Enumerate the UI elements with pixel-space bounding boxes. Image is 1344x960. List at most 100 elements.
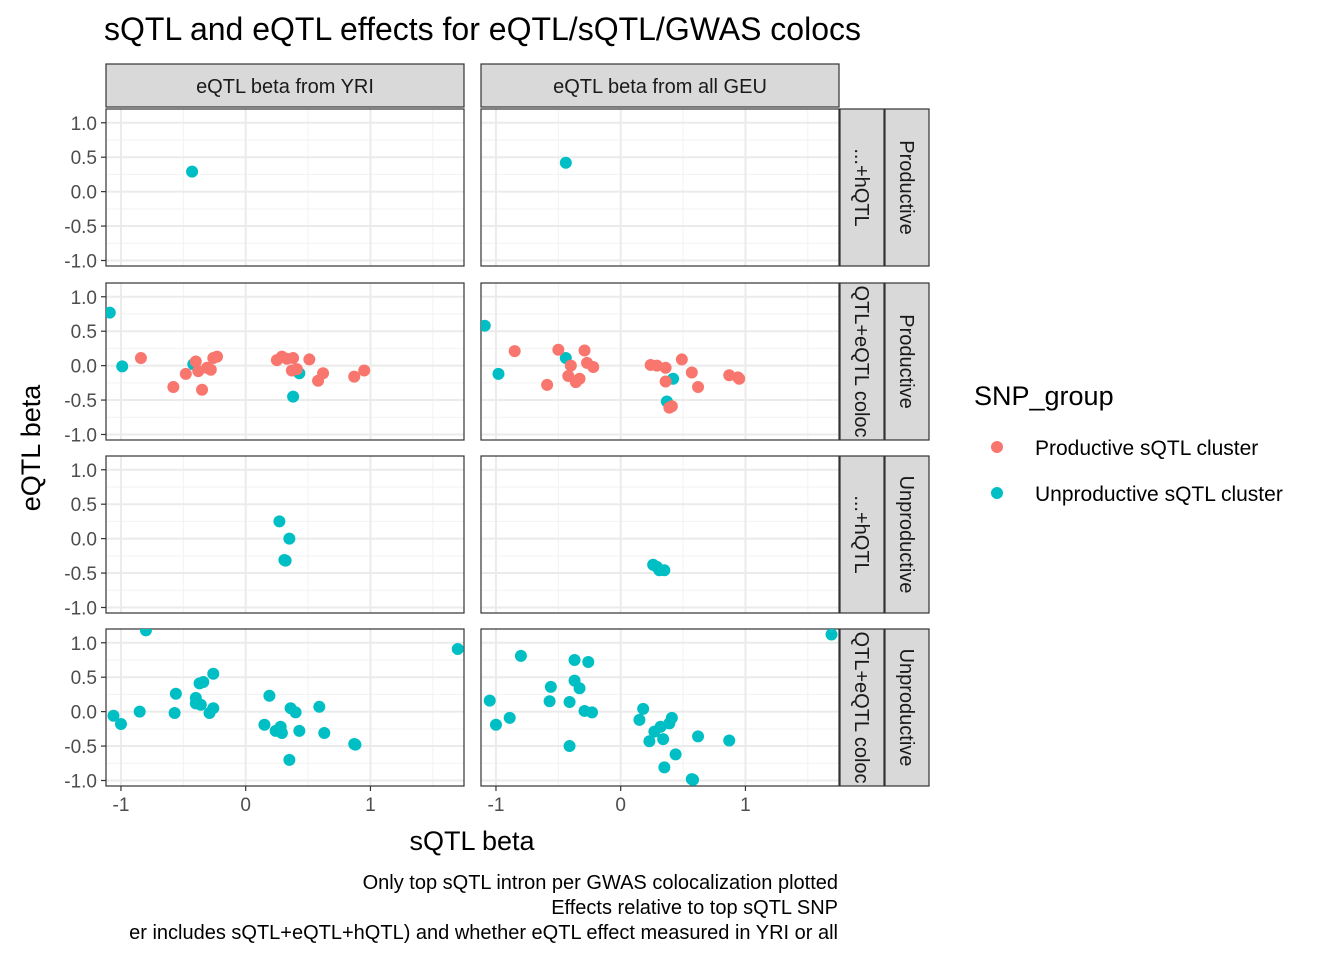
- data-point: [279, 554, 292, 567]
- data-point: [169, 687, 182, 700]
- data-point: [189, 355, 202, 368]
- data-point: [358, 364, 371, 377]
- data-point: [657, 733, 670, 746]
- data-point: [114, 718, 127, 731]
- y-tick-label: -0.5: [64, 737, 97, 758]
- data-point: [293, 724, 306, 737]
- y-tick-label: 1.0: [71, 634, 97, 655]
- data-point: [687, 773, 700, 786]
- facet-strip-label: ...+hQTL: [850, 148, 872, 226]
- facet-panel: [480, 455, 840, 614]
- y-tick-label: 0.5: [71, 495, 97, 516]
- y-tick-label: 1.0: [71, 114, 97, 135]
- facet-strip: [839, 628, 885, 787]
- caption: Only top sQTL intron per GWAS colocaliza…: [129, 872, 838, 944]
- y-tick-label: -1.0: [64, 598, 97, 619]
- y-tick-label: 1.0: [71, 288, 97, 309]
- data-point: [317, 367, 330, 380]
- point-group: [186, 165, 199, 178]
- point-group: [106, 306, 371, 403]
- facet-panels: 1.0 0.5 0.0 -0.5 -1.0 1.0 0.5 0.0 -0.5 -1.0 1.0 0.5…: [64, 63, 930, 816]
- data-point: [133, 705, 146, 718]
- y-tick-label: -0.5: [64, 391, 97, 412]
- data-point: [179, 367, 192, 380]
- y-axis-title: eQTL beta: [16, 384, 46, 512]
- y-tick-label: -1.0: [64, 425, 97, 446]
- data-point: [283, 532, 296, 545]
- data-point: [207, 702, 220, 715]
- facet-strip-label: Productive: [895, 314, 917, 409]
- data-point: [273, 515, 286, 528]
- data-point: [116, 360, 129, 373]
- panel-border: [480, 108, 840, 267]
- y-tick-label: 0.0: [71, 703, 97, 724]
- data-point: [733, 372, 746, 385]
- data-point: [287, 390, 300, 403]
- data-point: [303, 353, 316, 366]
- data-point: [514, 649, 527, 662]
- point-group: [647, 558, 671, 577]
- data-point: [106, 306, 116, 319]
- data-point: [289, 706, 302, 719]
- facet-panel: [105, 455, 465, 614]
- facet-strip: [884, 282, 930, 441]
- data-point: [578, 344, 591, 357]
- data-point: [107, 709, 120, 722]
- data-point: [483, 694, 496, 707]
- facet-strip-label: Unproductive: [895, 476, 917, 594]
- y-tick-label: -1.0: [64, 771, 97, 792]
- data-point: [564, 359, 577, 372]
- y-tick-label: -0.5: [64, 217, 97, 238]
- x-tick-label: -1: [113, 795, 130, 816]
- y-tick-label: -0.5: [64, 564, 97, 585]
- data-point: [552, 343, 565, 356]
- data-point: [194, 698, 207, 711]
- data-point: [544, 680, 557, 693]
- data-point: [675, 353, 688, 366]
- data-point: [503, 711, 516, 724]
- point-group: [483, 629, 838, 786]
- data-point: [287, 352, 300, 365]
- legend-key: [991, 487, 1003, 499]
- y-tick-label: 1.0: [71, 461, 97, 482]
- data-point: [559, 156, 572, 169]
- x-axis-title: sQTL beta: [409, 826, 535, 856]
- data-point: [263, 689, 276, 702]
- data-point: [348, 370, 361, 383]
- y-tick-label: 0.5: [71, 322, 97, 343]
- data-point: [186, 165, 199, 178]
- data-point: [168, 707, 181, 720]
- x-tick-label: 0: [615, 795, 626, 816]
- data-point: [543, 695, 556, 708]
- panel-border: [105, 628, 465, 787]
- data-point: [290, 363, 303, 376]
- facet-strip-label: eQTL beta from all GEU: [553, 76, 767, 98]
- legend-label: Unproductive sQTL cluster: [1035, 483, 1283, 506]
- facet-panel: [480, 628, 840, 787]
- y-tick-label: 0.5: [71, 668, 97, 689]
- facet-panel: [105, 108, 465, 267]
- y-tick-label: 0.0: [71, 530, 97, 551]
- data-point: [692, 730, 705, 743]
- point-group: [107, 629, 464, 766]
- data-point: [586, 706, 599, 719]
- panel-border: [105, 108, 465, 267]
- panel-border: [480, 628, 840, 787]
- data-point: [692, 380, 705, 393]
- data-point: [489, 718, 502, 731]
- facet-strip-label: QTL+eQTL coloc: [850, 631, 872, 783]
- panel-border: [480, 455, 840, 614]
- data-point: [633, 713, 646, 726]
- data-point: [318, 726, 331, 739]
- data-point: [659, 375, 672, 388]
- legend-title: SNP_group: [974, 381, 1114, 411]
- legend-key: [991, 441, 1003, 453]
- data-point: [207, 352, 220, 365]
- point-group: [273, 515, 296, 567]
- legend-label: Productive sQTL cluster: [1035, 437, 1258, 460]
- data-point: [637, 702, 650, 715]
- y-tick-label: 0.0: [71, 183, 97, 204]
- data-point: [167, 380, 180, 393]
- caption-line: er includes sQTL+eQTL+hQTL) and whether …: [129, 922, 838, 944]
